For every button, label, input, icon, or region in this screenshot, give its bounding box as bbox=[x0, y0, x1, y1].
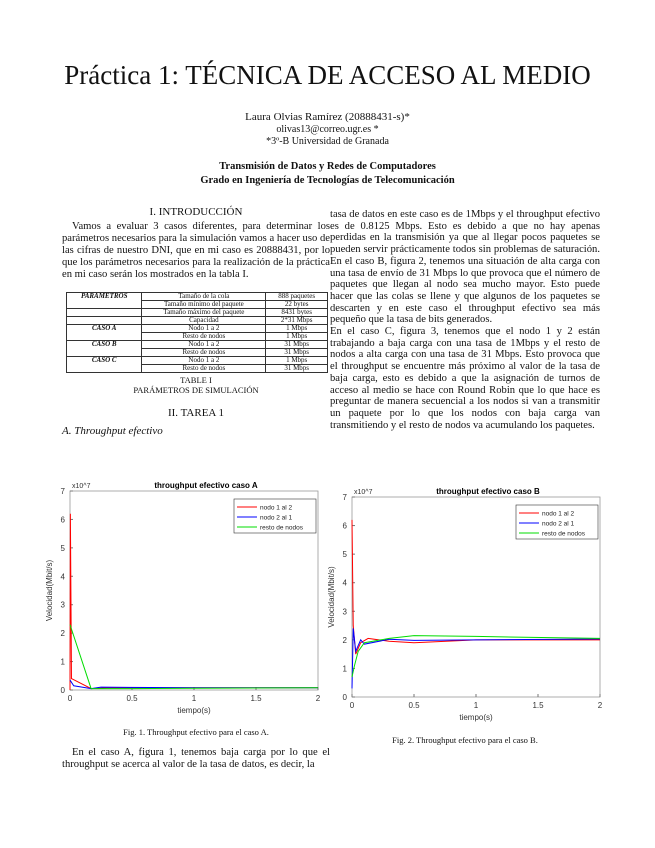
chart-title: throughput efectivo caso A bbox=[154, 481, 257, 490]
chart-title: throughput efectivo caso B bbox=[436, 487, 540, 496]
group-cell: CASO A bbox=[65, 324, 143, 333]
group-cell bbox=[65, 308, 143, 317]
task-subheading: A. Throughput efectivo bbox=[62, 425, 163, 437]
x-tick-label: 0 bbox=[68, 694, 73, 703]
right-text: tasa de datos en este caso es de 1Mbps y… bbox=[330, 209, 600, 431]
y-tick-label: 5 bbox=[343, 550, 348, 559]
group-cell bbox=[65, 364, 143, 373]
x-tick-label: 1 bbox=[474, 701, 479, 710]
y-tick-label: 4 bbox=[343, 579, 348, 588]
series-line-2 bbox=[351, 635, 601, 678]
intro-heading: I. INTRODUCCIÓN bbox=[149, 206, 243, 218]
x-tick-label: 2 bbox=[316, 694, 321, 703]
x-axis-label: tiempo(s) bbox=[177, 706, 211, 715]
y-multiplier: x10^7 bbox=[354, 489, 373, 496]
figure-1-caption: Fig. 1. Throughput efectivo para el caso… bbox=[123, 727, 269, 737]
group-cell bbox=[65, 300, 143, 309]
y-tick-label: 7 bbox=[61, 487, 66, 496]
table-caption: PARÁMETROS DE SIMULACIÓN bbox=[133, 385, 259, 395]
figure-2-chart: 0 0.5 1 1.5 2 0 1 2 3 4 5 6 7 x10^7 throughput efectiv… bbox=[327, 487, 603, 722]
x-axis-label: tiempo(s) bbox=[459, 713, 493, 722]
x-tick-label: 0.5 bbox=[126, 694, 138, 703]
y-axis-label: Velocidad(Mbit/s) bbox=[327, 566, 336, 628]
table-label: TABLE I bbox=[180, 375, 212, 385]
email: olivas13@correo.ugr.es * bbox=[276, 124, 379, 135]
affiliation: *3º-B Universidad de Granada bbox=[266, 136, 389, 147]
x-tick-label: 1 bbox=[192, 694, 197, 703]
parameters-table: PARAMETROS Tamaño de la cola 888 paquetes T… bbox=[65, 292, 328, 373]
y-tick-label: 5 bbox=[61, 544, 66, 553]
y-tick-label: 3 bbox=[343, 607, 348, 616]
course: Transmisión de Datos y Redes de Computad… bbox=[219, 161, 436, 172]
task-heading: II. TAREA 1 bbox=[167, 407, 225, 419]
x-tick-label: 1.5 bbox=[532, 701, 544, 710]
y-tick-label: 1 bbox=[343, 664, 348, 673]
degree: Grado en Ingeniería de Tecnologías de Te… bbox=[200, 175, 455, 186]
legend-label: resto de nodos bbox=[260, 525, 304, 532]
legend-label: nodo 2 al 1 bbox=[260, 515, 293, 522]
y-tick-label: 0 bbox=[61, 686, 66, 695]
figure-2-caption: Fig. 2. Throughput efectivo para el caso… bbox=[392, 735, 538, 745]
legend-label: nodo 2 al 1 bbox=[542, 521, 575, 528]
x-tick-label: 1.5 bbox=[250, 694, 262, 703]
y-tick-label: 1 bbox=[61, 658, 66, 667]
y-tick-label: 0 bbox=[343, 693, 348, 702]
left-text: En el caso A, figura 1, tenemos baja car… bbox=[62, 747, 330, 771]
legend-label: nodo 1 al 2 bbox=[260, 505, 293, 512]
figure-1-chart: 0 0.5 1 1.5 2 0 1 2 3 4 5 6 7 x10^7 throughput efectiv… bbox=[45, 481, 321, 715]
y-tick-label: 2 bbox=[343, 636, 348, 645]
y-tick-label: 2 bbox=[61, 629, 66, 638]
paragraph: tasa de datos en este caso es de 1Mbps y… bbox=[330, 209, 600, 326]
paragraph: En el caso A, figura 1, tenemos baja car… bbox=[62, 747, 330, 770]
legend-label: resto de nodos bbox=[542, 531, 586, 538]
paragraph: En el caso C, figura 3, tenemos que el n… bbox=[330, 326, 600, 431]
legend-label: nodo 1 al 2 bbox=[542, 511, 575, 518]
intro-paragraph: Vamos a evaluar 3 casos diferentes, para… bbox=[62, 221, 330, 280]
y-tick-label: 4 bbox=[61, 572, 66, 581]
series-line-1 bbox=[351, 628, 601, 689]
left-column-top: I. INTRODUCCIÓN Vamos a evaluar 3 casos … bbox=[62, 206, 330, 438]
table-row: Resto de nodos 31 Mbps bbox=[65, 364, 328, 373]
author: Laura Olvias Ramírez (20888431-s)* bbox=[245, 111, 410, 123]
y-axis-label: Velocidad(Mbit/s) bbox=[45, 559, 54, 621]
series-line-2 bbox=[69, 624, 319, 690]
group-cell: CASO B bbox=[65, 340, 143, 349]
y-tick-label: 7 bbox=[343, 493, 348, 502]
y-tick-label: 6 bbox=[61, 515, 66, 524]
x-tick-label: 0 bbox=[350, 701, 355, 710]
paper-title: Práctica 1: TÉCNICA DE ACCESO AL MEDIO bbox=[64, 60, 591, 90]
group-cell: CASO C bbox=[65, 356, 143, 365]
y-tick-label: 3 bbox=[61, 601, 66, 610]
intro-text: Vamos a evaluar 3 casos diferentes, para… bbox=[62, 221, 330, 281]
x-tick-label: 0.5 bbox=[408, 701, 420, 710]
y-tick-label: 6 bbox=[343, 522, 348, 531]
param-cell: Resto de nodos bbox=[141, 364, 267, 373]
y-multiplier: x10^7 bbox=[72, 483, 91, 490]
value-cell: 31 Mbps bbox=[265, 364, 328, 373]
x-tick-label: 2 bbox=[598, 701, 603, 710]
group-cell: PARAMETROS bbox=[65, 292, 143, 301]
